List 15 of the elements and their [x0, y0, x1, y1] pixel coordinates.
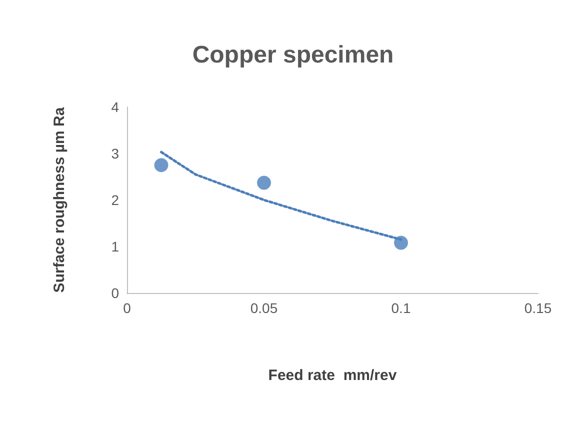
x-axis-title: Feed rate mm/rev — [268, 367, 398, 384]
point — [257, 176, 271, 190]
x-tick-label: 0.1 — [391, 300, 411, 316]
x-tick-label: 0 — [123, 300, 132, 316]
point — [394, 236, 408, 250]
y-tick-label: 4 — [111, 99, 120, 115]
point — [154, 158, 168, 172]
y-tick-label: 1 — [111, 238, 120, 254]
y-tick-label: 2 — [111, 192, 120, 208]
y-tick-label: 0 — [111, 285, 120, 301]
x-tick-label: 0.15 — [524, 300, 552, 316]
y-axis-title: Surface roughness µm Ra — [51, 106, 68, 293]
y-tick-label: 3 — [111, 146, 120, 162]
chart-title: Copper specimen — [192, 42, 394, 68]
x-tick-label: 0.05 — [250, 300, 278, 316]
